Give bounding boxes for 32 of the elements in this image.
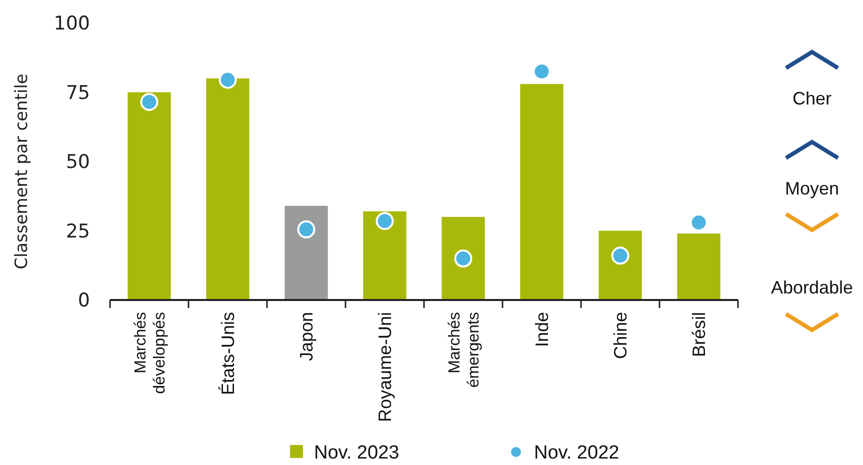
bar bbox=[128, 92, 171, 300]
text: Moyen bbox=[784, 178, 840, 198]
y-tick-label: 0 bbox=[78, 290, 90, 312]
point bbox=[376, 212, 394, 230]
y-tick-label: 100 bbox=[54, 12, 90, 35]
bar bbox=[284, 206, 328, 300]
x-tick-label: Royaume-Uni bbox=[375, 312, 396, 422]
x-tick-label: Chine bbox=[610, 312, 631, 360]
y-tick-label: 50 bbox=[66, 151, 90, 174]
x-tick-label: Japon bbox=[296, 312, 317, 362]
point bbox=[140, 92, 158, 111]
legend-label: Nov. 2022 bbox=[534, 442, 620, 464]
point bbox=[297, 220, 316, 238]
bar bbox=[677, 234, 720, 300]
x-tick-label: États-Unis bbox=[218, 312, 238, 396]
text: Abordable bbox=[770, 277, 854, 298]
point bbox=[454, 249, 472, 268]
bar bbox=[442, 216, 485, 300]
y-tick-label: 25 bbox=[66, 220, 90, 242]
bar bbox=[363, 211, 406, 300]
legend-label: Nov. 2023 bbox=[314, 442, 400, 464]
x-tick-label: Inde bbox=[532, 312, 552, 348]
y-axis-title: Classement par centile bbox=[12, 74, 32, 270]
x-tick-label: Marchés développés bbox=[132, 312, 168, 394]
bar bbox=[206, 78, 250, 300]
point bbox=[218, 70, 237, 89]
bar bbox=[520, 84, 564, 300]
x-tick-label: Marchés émergents bbox=[446, 312, 482, 388]
text: Cher bbox=[792, 88, 832, 108]
y-tick-label: 75 bbox=[66, 82, 90, 104]
x-tick-label: Brésil bbox=[689, 312, 710, 358]
bar bbox=[598, 230, 642, 300]
